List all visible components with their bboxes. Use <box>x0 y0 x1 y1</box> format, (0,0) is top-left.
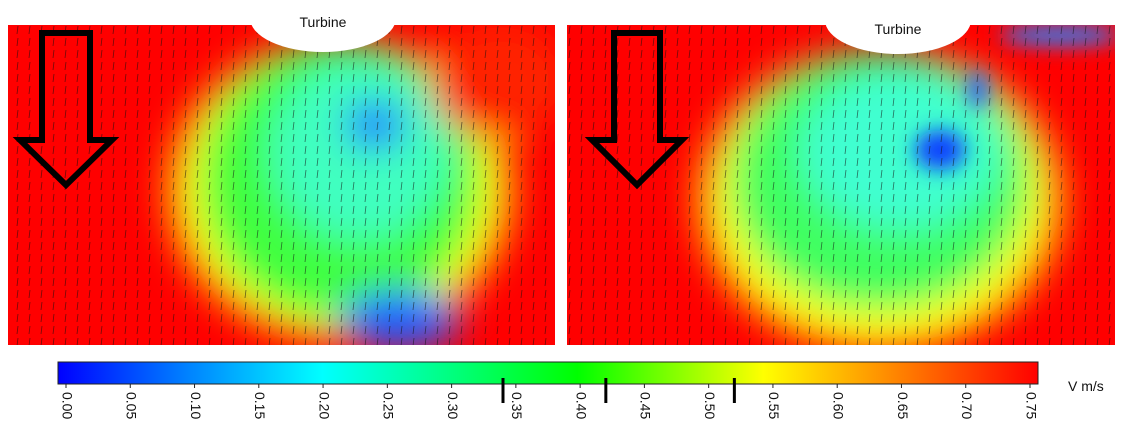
turbine-label: Turbine <box>300 14 347 30</box>
colorbar-tick-label: 0.00 <box>59 392 75 419</box>
colorbar-tick-label: 0.70 <box>959 392 975 419</box>
colorbar-tick-label: 0.10 <box>188 392 204 419</box>
turbine-label: Turbine <box>875 21 922 37</box>
colorbar-tick-label: 0.55 <box>766 392 782 419</box>
colorbar-tick-label: 0.15 <box>252 392 268 419</box>
colorbar-tick-label: 0.45 <box>638 392 654 419</box>
colorbar-tick-label: 0.35 <box>509 392 525 419</box>
colorbar <box>57 361 1039 385</box>
colorbar-tick-label: 0.40 <box>573 392 589 419</box>
colorbar-tick-label: 0.50 <box>702 392 718 419</box>
flow-arrow <box>584 30 690 190</box>
left-field <box>8 25 555 345</box>
flow-arrow <box>12 30 120 190</box>
colorbar-tick-label: 0.25 <box>381 392 397 419</box>
colorbar-tick-label: 0.30 <box>445 392 461 419</box>
colorbar-unit: V m/s <box>1068 378 1104 394</box>
right-field <box>567 25 1115 345</box>
colorbar-tick-label: 0.65 <box>895 392 911 419</box>
colorbar-tick-label: 0.05 <box>124 392 140 419</box>
colorbar-tick-label: 0.75 <box>1023 392 1039 419</box>
colorbar-tick-label: 0.60 <box>830 392 846 419</box>
colorbar-axis: 0.00 0.05 0.10 0.15 0.20 0.25 0.30 0.35 0.40 0.45… <box>59 378 1039 419</box>
colorbar-tick-label: 0.20 <box>316 392 332 419</box>
